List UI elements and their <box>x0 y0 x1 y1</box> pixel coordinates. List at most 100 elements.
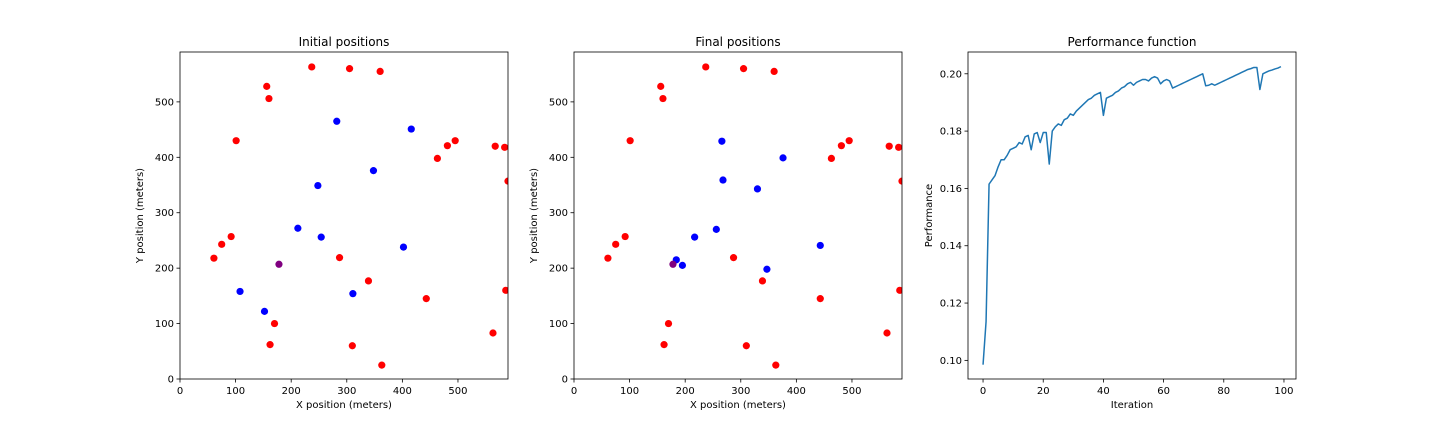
red-point <box>348 342 356 350</box>
red-point <box>433 154 441 163</box>
red-point <box>657 82 665 90</box>
red-point <box>739 65 748 73</box>
x-tick-label: 500 <box>448 386 467 397</box>
red-point <box>883 329 891 337</box>
blue-point <box>369 167 378 175</box>
x-tick-label: 100 <box>1274 386 1293 397</box>
blue-point <box>317 233 325 241</box>
red-point <box>218 240 226 248</box>
red-point <box>270 319 279 328</box>
x-tick-label: 300 <box>337 386 356 397</box>
axes-frame <box>179 51 509 380</box>
x-tick-label: 80 <box>1217 386 1230 397</box>
plot-area <box>604 63 902 369</box>
red-point <box>227 232 235 241</box>
x-axis-label: X position (meters) <box>296 400 392 411</box>
y-axis-label: Y position (meters) <box>135 168 146 264</box>
red-point <box>758 277 767 285</box>
blue-point <box>753 185 762 193</box>
plot-area <box>210 63 508 369</box>
x-tick-label: 20 <box>1037 386 1050 397</box>
x-tick-label: 0 <box>571 386 577 397</box>
red-point <box>660 341 668 349</box>
y-tick-label: 0.20 <box>940 69 962 80</box>
y-tick-label: 100 <box>549 319 568 330</box>
initial-positions-chart: Initial positions X position (meters) Y … <box>135 35 509 411</box>
red-point <box>491 142 499 150</box>
red-point <box>263 82 271 90</box>
red-point <box>770 67 778 75</box>
red-point <box>898 177 902 185</box>
red-point <box>364 277 373 285</box>
purple-point <box>275 260 283 268</box>
blue-point <box>763 265 771 273</box>
axes-frame <box>573 51 903 380</box>
y-axis-label: Performance <box>924 184 935 247</box>
performance-function-chart: Performance function Iteration Performan… <box>924 35 1297 411</box>
x-tick-label: 200 <box>282 386 301 397</box>
red-point <box>451 137 459 145</box>
final-positions-chart: Final positions X position (meters) Y po… <box>529 35 903 411</box>
red-point <box>896 286 902 294</box>
x-tick-label: 400 <box>787 386 806 397</box>
chart-title: Final positions <box>695 35 780 49</box>
x-tick-label: 500 <box>842 386 861 397</box>
x-axis-label: Iteration <box>1111 400 1153 411</box>
red-point <box>845 137 853 145</box>
purple-point <box>669 260 677 268</box>
red-point <box>895 143 902 151</box>
y-tick-label: 100 <box>155 319 174 330</box>
x-tick-label: 200 <box>676 386 695 397</box>
chart-title: Initial positions <box>299 35 390 49</box>
blue-point <box>294 224 302 232</box>
red-point <box>664 319 673 328</box>
y-tick-label: 0 <box>168 375 174 386</box>
x-tick-label: 0 <box>177 386 183 397</box>
blue-point <box>691 233 699 241</box>
red-point <box>308 63 316 71</box>
y-tick-label: 200 <box>549 264 568 275</box>
red-point <box>827 154 836 163</box>
y-tick-label: 400 <box>155 153 174 164</box>
plot-area <box>982 65 1282 365</box>
blue-point <box>678 261 687 269</box>
red-point <box>742 342 750 350</box>
x-tick-label: 0 <box>980 386 986 397</box>
y-tick-label: 400 <box>549 153 568 164</box>
blue-point <box>407 125 415 133</box>
blue-point <box>236 287 244 296</box>
y-tick-label: 500 <box>549 97 568 108</box>
blue-point <box>260 307 269 315</box>
chart-title: Performance function <box>1068 35 1197 49</box>
red-point <box>885 142 893 150</box>
blue-point <box>816 241 824 250</box>
blue-point <box>333 117 341 125</box>
red-point <box>659 94 667 103</box>
x-tick-label: 100 <box>226 386 245 397</box>
red-point <box>265 94 273 103</box>
red-point <box>443 142 451 150</box>
red-point <box>378 361 386 369</box>
red-point <box>772 361 780 369</box>
red-point <box>504 177 508 185</box>
red-point <box>626 137 634 145</box>
x-tick-label: 400 <box>393 386 412 397</box>
axes-frame <box>967 51 1297 380</box>
y-tick-label: 300 <box>549 208 568 219</box>
y-tick-label: 0 <box>562 375 568 386</box>
red-point <box>702 63 710 71</box>
red-point <box>837 142 846 150</box>
red-point <box>266 341 274 349</box>
y-tick-label: 300 <box>155 208 174 219</box>
y-tick-label: 0.16 <box>940 184 962 195</box>
red-point <box>422 295 430 303</box>
blue-point <box>719 176 727 184</box>
y-tick-label: 0.10 <box>940 356 962 367</box>
blue-point <box>349 290 357 298</box>
x-tick-label: 60 <box>1157 386 1170 397</box>
blue-point <box>718 137 726 145</box>
y-tick-label: 0.18 <box>940 127 962 138</box>
performance-line <box>982 65 1282 365</box>
